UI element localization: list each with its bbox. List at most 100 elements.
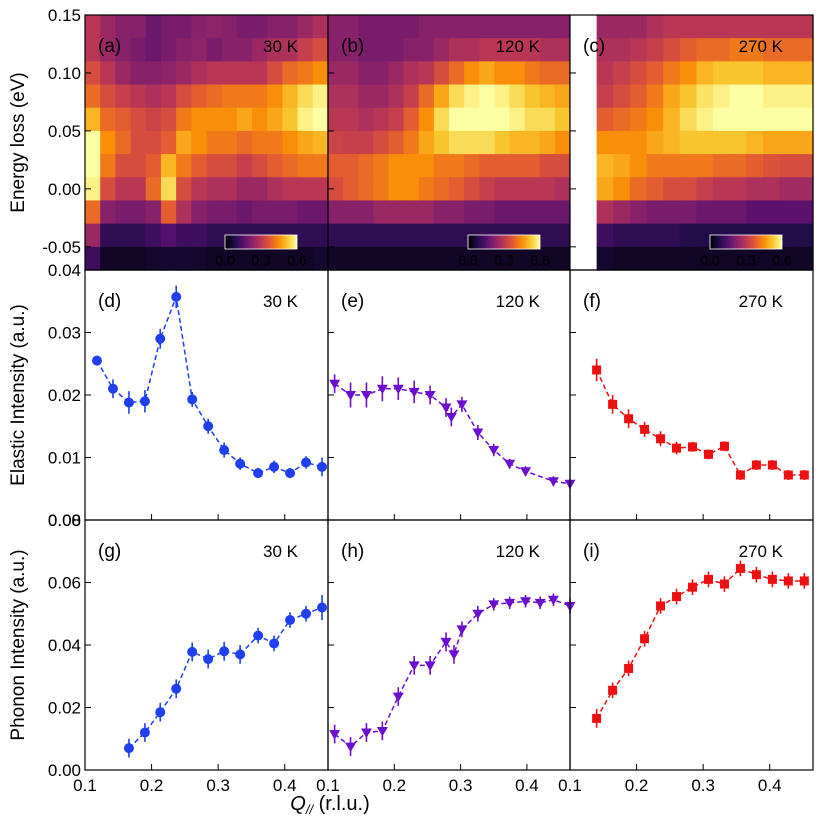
heatmap-a-cell — [252, 130, 268, 155]
heatmap-b-cell — [358, 130, 374, 155]
heatmap-a-cell — [206, 223, 223, 248]
heatmap-b-cell — [343, 154, 359, 178]
heatmap-b-cell — [328, 84, 344, 109]
heatmap-b-cell — [509, 154, 526, 178]
heatmap-a-cell — [221, 200, 238, 225]
scatter-i-xtick-label: 0.2 — [625, 776, 649, 795]
heatmap-c-cell — [613, 177, 631, 202]
scatter-d-ytick-label: 0.00 — [48, 511, 81, 530]
heatmap-c-cell — [613, 107, 631, 132]
heatmap-a-cell — [297, 130, 314, 155]
scatter-i-xtick-label: 0.1 — [558, 776, 582, 795]
heatmap-a-cell — [252, 177, 268, 202]
heatmap-c-cell — [713, 177, 731, 202]
scatter-i-temperature-label: 270 K — [739, 542, 784, 561]
scatter-h-triangle-marker — [376, 726, 388, 737]
heatmap-a-cell — [191, 154, 208, 178]
heatmap-b-cell — [554, 223, 571, 248]
heatmap-b-cell — [524, 84, 541, 109]
scatter-g-circle-marker — [317, 602, 328, 613]
heatmap-b-cell — [494, 84, 511, 109]
scatter-g-circle-marker — [253, 630, 264, 641]
heatmap-c-cell — [679, 84, 698, 109]
heatmap-a-cell — [252, 15, 268, 39]
heatmap-b-cell — [343, 61, 359, 86]
x-axis-label-main: Q — [290, 793, 306, 815]
heatmap-b-cell — [539, 154, 556, 178]
scatter-d-panel-label: (d) — [98, 291, 121, 312]
heatmap-c-cell — [663, 246, 681, 271]
heatmap-a-cell — [85, 246, 101, 271]
scatter-h-triangle-marker — [408, 661, 420, 671]
heatmap-c-cell — [629, 38, 648, 62]
heatmap-a-cell — [145, 61, 162, 86]
heatmap-b-cell — [539, 200, 556, 225]
heatmap-a-cell — [160, 177, 177, 202]
scatter-e-triangle-marker — [424, 391, 436, 401]
scatter-e-triangle-marker — [408, 387, 420, 398]
heatmap-b-cell — [464, 130, 480, 155]
scatter-i-square-marker — [608, 685, 618, 695]
heatmap-c-cell — [763, 200, 781, 225]
heatmap-c-cell — [596, 246, 614, 271]
heatmap-b-cell — [494, 61, 511, 86]
scatter-f-square-marker — [687, 442, 697, 452]
heatmap-b-cell — [449, 84, 465, 109]
heatmap-b-cell — [328, 246, 344, 271]
heatmap-b-cell — [373, 200, 390, 225]
heatmap-a-cell — [191, 107, 208, 132]
heatmap-c-cell — [663, 154, 681, 178]
heatmap-a-cell — [282, 177, 299, 202]
scatter-f-square-marker — [735, 470, 745, 480]
heatmap-a-cell — [191, 200, 208, 225]
scatter-h-xtick-label: 0.1 — [316, 776, 340, 795]
heatmap-b-cell — [373, 107, 390, 132]
scatter-h-xtick-label: 0.2 — [382, 776, 406, 795]
heatmap-b-cell — [418, 177, 435, 202]
heatmap-b-panel-label: (b) — [341, 36, 364, 57]
scatter-i-square-marker — [656, 601, 666, 611]
heatmap-a-cell — [130, 246, 147, 271]
heatmap-a-cell — [297, 223, 314, 248]
scatter-g-xtick-label: 0.1 — [73, 776, 97, 795]
heatmap-a-cell — [221, 177, 238, 202]
heatmap-c-cells — [596, 15, 814, 271]
heatmap-b-cell — [418, 38, 435, 62]
heatmap-c-cell — [646, 246, 664, 271]
heatmap-a-cell — [206, 200, 223, 225]
heatmap-c-cell — [763, 84, 781, 109]
heatmap-c-cell — [746, 107, 764, 132]
heatmap-a-cell — [100, 177, 116, 202]
scatter-f-square-marker — [767, 460, 777, 470]
scatter-f-square-marker — [751, 460, 761, 470]
heatmap-a-cell — [221, 61, 238, 86]
heatmap-b-cell — [373, 246, 390, 271]
heatmap-b-cell — [328, 61, 344, 86]
heatmap-a-cell — [282, 200, 299, 225]
scatter-h-triangle-marker — [360, 728, 372, 738]
heatmap-c-colorbar-label: 0.6 — [772, 252, 792, 268]
heatmap-b-cell — [494, 130, 511, 155]
scatter-e-triangle-marker — [329, 379, 341, 390]
heatmap-c-cell — [596, 200, 614, 225]
heatmap-a-cell — [221, 107, 238, 132]
heatmap-b-cell — [403, 246, 420, 271]
heatmap-a-cell — [85, 154, 101, 178]
heatmap-c-cell — [779, 38, 797, 62]
heatmap-b-cell — [554, 61, 571, 86]
heatmap-c-cell — [646, 200, 664, 225]
heatmap-c-cell — [796, 154, 814, 178]
heatmap-a-cell — [236, 177, 253, 202]
heatmap-c-cell — [796, 223, 814, 248]
heatmap-a-cell — [297, 200, 314, 225]
heatmap-b-cell — [403, 154, 420, 178]
heatmap-c-cell — [629, 107, 648, 132]
heatmap-b-cell — [539, 107, 556, 132]
scatter-e-triangle-marker — [547, 477, 559, 487]
heatmap-a-cell — [297, 38, 314, 62]
heatmap-b-cell — [479, 15, 495, 39]
heatmap-a-ytick-label: 0.00 — [48, 180, 81, 199]
heatmap-a-cell — [176, 130, 192, 155]
scatter-i-square-marker — [751, 570, 761, 580]
heatmap-a-cell — [130, 223, 147, 248]
